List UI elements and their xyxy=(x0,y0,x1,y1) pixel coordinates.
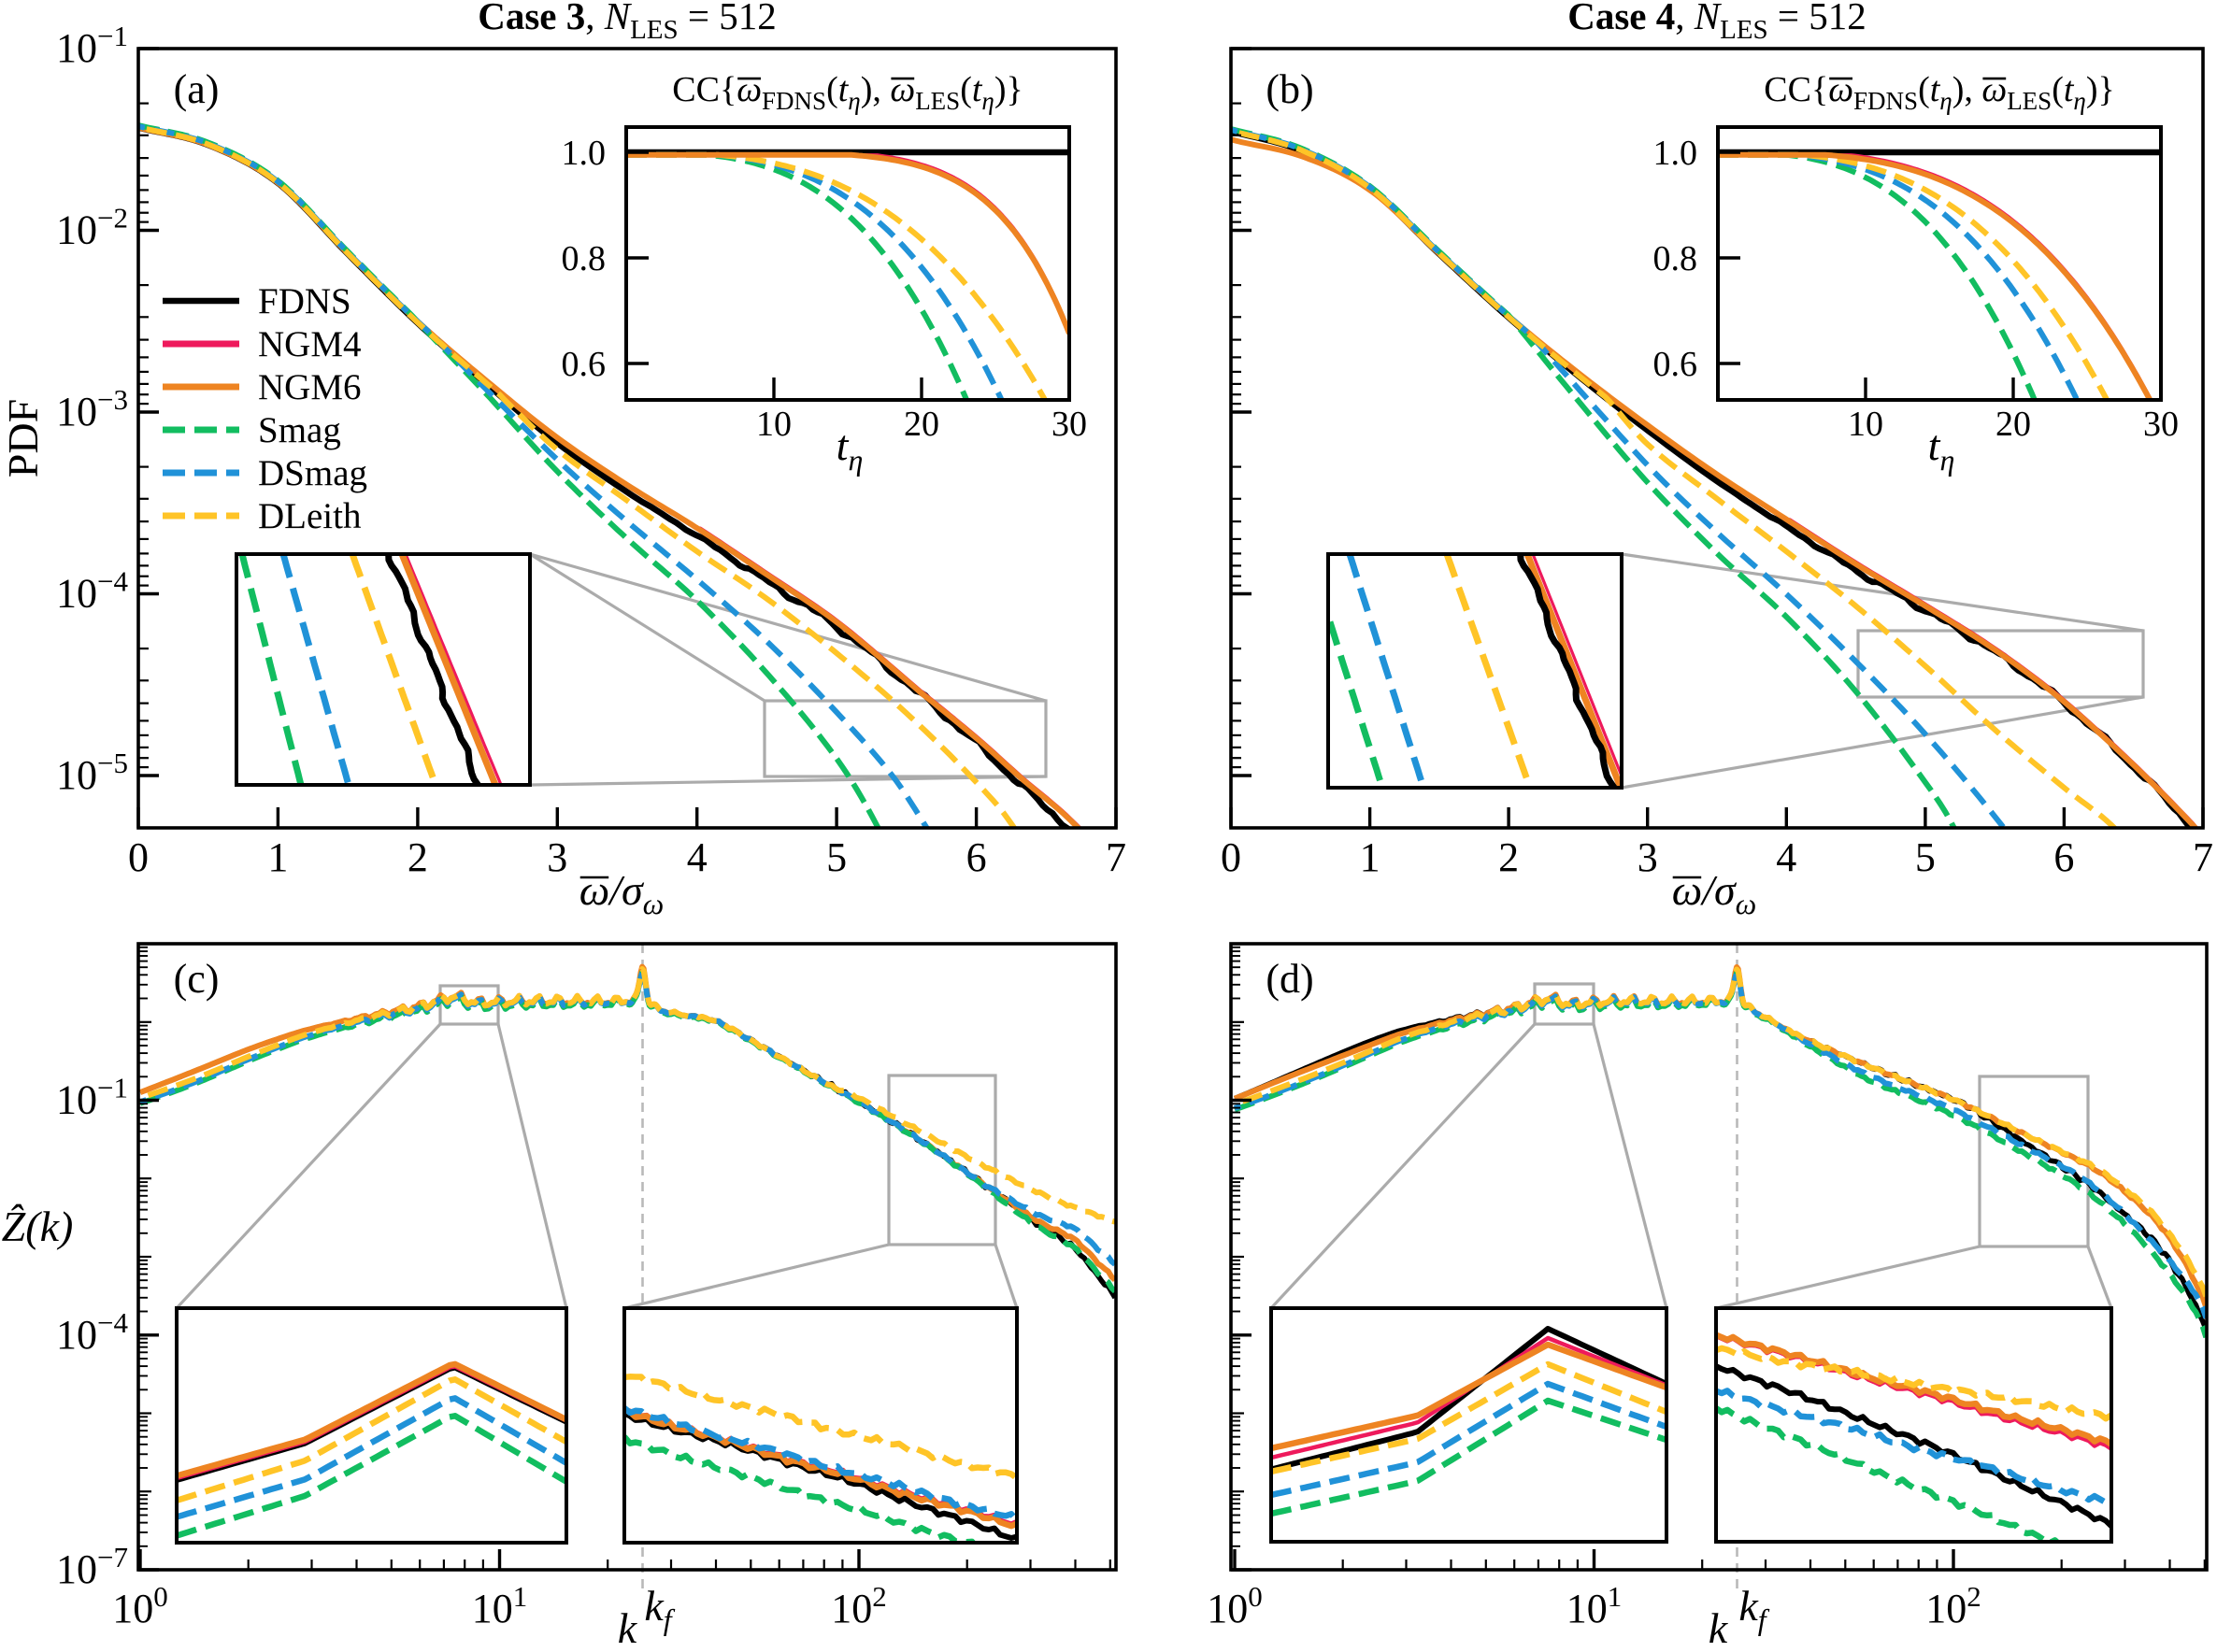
svg-text:10: 10 xyxy=(1848,405,1883,444)
svg-text:Smag: Smag xyxy=(258,410,341,450)
svg-text:k: k xyxy=(1709,1604,1729,1652)
svg-text:7: 7 xyxy=(1106,834,1126,880)
svg-text:1.0: 1.0 xyxy=(1653,134,1698,173)
svg-text:6: 6 xyxy=(966,834,987,880)
svg-text:2: 2 xyxy=(408,834,428,880)
svg-text:7: 7 xyxy=(2193,834,2213,880)
svg-text:1: 1 xyxy=(267,834,288,880)
svg-text:30: 30 xyxy=(2143,405,2179,444)
svg-text:(c): (c) xyxy=(174,956,220,1002)
svg-text:Ẑ(k): Ẑ(k) xyxy=(2,1203,74,1250)
svg-text:4: 4 xyxy=(1776,834,1796,880)
svg-text:k: k xyxy=(618,1604,638,1652)
svg-text:1.0: 1.0 xyxy=(562,134,607,173)
svg-text:101: 101 xyxy=(1566,1580,1623,1631)
svg-text:(d): (d) xyxy=(1266,956,1313,1002)
svg-text:3: 3 xyxy=(547,834,567,880)
svg-text:(b): (b) xyxy=(1266,66,1313,112)
svg-text:NGM4: NGM4 xyxy=(258,324,362,364)
svg-text:30: 30 xyxy=(1051,405,1087,444)
svg-text:4: 4 xyxy=(687,834,708,880)
svg-text:0.6: 0.6 xyxy=(562,345,607,384)
svg-text:FDNS: FDNS xyxy=(258,281,351,321)
svg-text:2: 2 xyxy=(1498,834,1519,880)
svg-text:10−5: 10−5 xyxy=(56,747,128,798)
svg-text:0: 0 xyxy=(1221,834,1241,880)
svg-text:DLeith: DLeith xyxy=(258,496,361,536)
svg-text:CC{ωFDNS(tη), ωLES(tη)}: CC{ωFDNS(tη), ωLES(tη)} xyxy=(1764,70,2114,115)
svg-text:0.8: 0.8 xyxy=(562,239,607,278)
svg-text:3: 3 xyxy=(1638,834,1658,880)
svg-text:1: 1 xyxy=(1360,834,1380,880)
svg-text:(a): (a) xyxy=(174,66,220,112)
svg-text:DSmag: DSmag xyxy=(258,453,367,493)
svg-text:5: 5 xyxy=(826,834,847,880)
svg-text:0: 0 xyxy=(128,834,149,880)
svg-text:NGM6: NGM6 xyxy=(258,367,362,407)
svg-text:20: 20 xyxy=(904,405,939,444)
svg-text:6: 6 xyxy=(2053,834,2074,880)
svg-text:5: 5 xyxy=(1915,834,1936,880)
svg-text:20: 20 xyxy=(1995,405,2031,444)
svg-text:0.8: 0.8 xyxy=(1653,239,1698,278)
svg-text:CC{ωFDNS(tη), ωLES(tη)}: CC{ωFDNS(tη), ωLES(tη)} xyxy=(672,70,1023,115)
svg-text:10: 10 xyxy=(756,405,792,444)
svg-text:PDF: PDF xyxy=(0,399,47,477)
svg-text:0.6: 0.6 xyxy=(1653,345,1698,384)
svg-text:10−7: 10−7 xyxy=(56,1541,128,1592)
